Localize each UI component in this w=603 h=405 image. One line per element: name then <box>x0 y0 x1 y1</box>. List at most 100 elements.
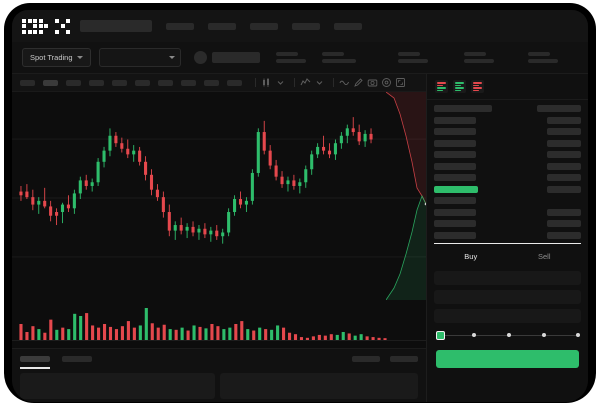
market-type-dropdown[interactable]: Spot Trading <box>22 48 91 67</box>
orderbook-rows[interactable] <box>427 100 588 239</box>
order-form-tabs: Buy Sell <box>434 243 581 265</box>
bottom-tab-2[interactable] <box>62 356 92 362</box>
okx-logo-mark-1 <box>22 18 37 34</box>
bottom-tabs <box>20 356 418 369</box>
orderbook-panel: Buy Sell <box>426 74 588 402</box>
settings-icon[interactable] <box>381 77 392 88</box>
orderbook-row[interactable] <box>434 105 581 112</box>
timeframe-4[interactable] <box>89 79 104 86</box>
orderbook-cell-left <box>434 151 476 158</box>
order-price-input[interactable] <box>434 271 581 285</box>
orderbook-row[interactable] <box>434 174 581 181</box>
pencil-icon[interactable] <box>353 77 364 88</box>
indicators-icon[interactable] <box>300 77 311 88</box>
timeframe-5[interactable] <box>112 79 127 86</box>
nav-item-1[interactable] <box>166 22 194 30</box>
volume-plot <box>12 308 426 341</box>
orderbook-row[interactable] <box>434 151 581 158</box>
slider-stop-100[interactable] <box>576 332 580 337</box>
line-style-icon[interactable] <box>339 77 350 88</box>
okx-logo-mark-2 <box>38 18 54 34</box>
chart-toolbar <box>12 74 426 92</box>
orderbook-row[interactable] <box>434 208 581 216</box>
bottom-action-2[interactable] <box>390 356 418 362</box>
orderbook-mode-bids-icon[interactable] <box>453 80 466 93</box>
candlestick-icon[interactable] <box>261 77 272 88</box>
camera-icon[interactable] <box>367 77 378 88</box>
timeframe-6[interactable] <box>135 79 150 86</box>
orderbook-mode-both-icon[interactable] <box>435 80 448 93</box>
timeframe-3[interactable] <box>66 79 81 86</box>
avatar[interactable] <box>193 51 207 64</box>
orderbook-row[interactable] <box>434 220 581 227</box>
orderbook-row[interactable] <box>434 185 581 193</box>
slider-stop-25[interactable] <box>472 332 476 337</box>
stat-value <box>321 59 356 63</box>
volume-chart[interactable] <box>12 300 426 348</box>
nav-item-3[interactable] <box>250 22 278 30</box>
chevron-down-icon[interactable] <box>275 77 286 88</box>
nav-item-2[interactable] <box>208 22 236 30</box>
submit-buy-button[interactable] <box>436 350 579 368</box>
depth-overlay <box>386 92 426 300</box>
orderbook-row[interactable] <box>434 231 581 239</box>
bottom-panel <box>12 348 426 402</box>
slider-stop-50[interactable] <box>507 332 511 337</box>
orderbook-cell-right <box>547 151 581 158</box>
candlestick-chart[interactable] <box>12 92 426 300</box>
orderbook-cell-left <box>434 162 476 170</box>
market-subheader: Spot Trading <box>12 42 588 74</box>
orderbook-cell-right <box>547 128 581 135</box>
chevron-down-icon[interactable] <box>314 77 325 88</box>
stat-group-3 <box>397 52 428 63</box>
search-input[interactable] <box>80 20 152 32</box>
slider-handle[interactable] <box>436 331 445 340</box>
orderbook-cell-right <box>547 208 581 216</box>
okx-logo-mark-3 <box>55 18 70 34</box>
nav-item-5[interactable] <box>334 22 362 30</box>
stat-group-1 <box>275 52 306 63</box>
order-amount-input[interactable] <box>434 290 581 304</box>
pair-selector[interactable] <box>98 48 181 67</box>
orderbook-row[interactable] <box>434 128 581 135</box>
bottom-tab-1[interactable] <box>20 356 50 362</box>
tab-sell[interactable]: Sell <box>537 252 551 261</box>
order-amount-slider[interactable] <box>436 331 580 341</box>
active-tab-underline <box>20 367 50 369</box>
fullscreen-icon[interactable] <box>395 77 406 88</box>
orderbook-cell-left <box>434 174 476 181</box>
orderbook-row[interactable] <box>434 197 581 204</box>
orderbook-cell-right <box>537 105 581 112</box>
orderbook-cell-left <box>434 197 476 204</box>
stat-group-4 <box>463 52 494 63</box>
slider-stop-75[interactable] <box>542 332 546 337</box>
orderbook-cell-left <box>434 116 476 124</box>
candlestick-plot <box>12 117 426 258</box>
chevron-down-icon <box>76 56 83 59</box>
bottom-action-1[interactable] <box>352 356 380 362</box>
orderbook-mode-asks-icon[interactable] <box>471 80 484 93</box>
stat-group-5 <box>527 52 558 63</box>
timeframe-2[interactable] <box>43 79 58 86</box>
orderbook-cell-left <box>434 185 478 193</box>
nav-item-4[interactable] <box>292 22 320 30</box>
app-header <box>12 10 588 42</box>
bottom-panel-right[interactable] <box>220 373 418 399</box>
order-total-input[interactable] <box>434 309 581 323</box>
okx-logo[interactable] <box>22 18 70 34</box>
timeframe-9[interactable] <box>204 79 219 86</box>
bottom-panel-left[interactable] <box>20 373 215 399</box>
orderbook-row[interactable] <box>434 116 581 124</box>
orderbook-row[interactable] <box>434 139 581 147</box>
timeframe-10[interactable] <box>227 79 242 86</box>
timeframe-7[interactable] <box>158 79 173 86</box>
stat-label <box>527 52 550 56</box>
pair-name-label <box>211 52 260 63</box>
stat-label <box>275 52 298 56</box>
orderbook-row[interactable] <box>434 162 581 170</box>
timeframe-8[interactable] <box>181 79 196 86</box>
tab-buy[interactable]: Buy <box>464 252 478 261</box>
chevron-down-icon <box>168 56 175 59</box>
timeframe-1[interactable] <box>20 79 35 86</box>
